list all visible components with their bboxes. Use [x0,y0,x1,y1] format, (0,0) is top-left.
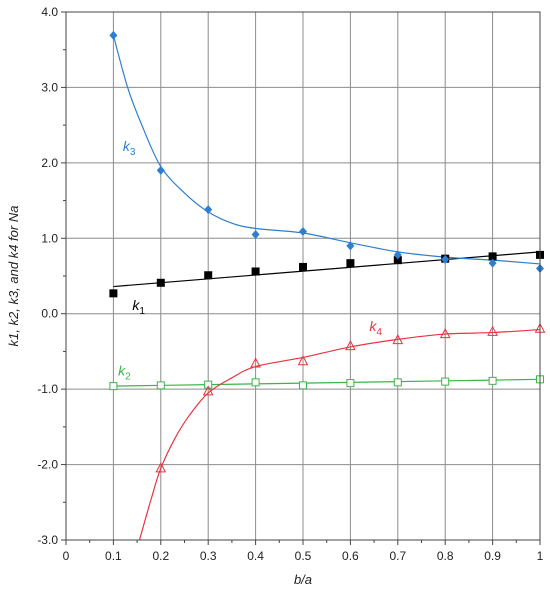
x-tick-label: 0.6 [342,549,359,563]
fit-curve-k1 [113,251,541,288]
data-point-k2 [346,379,355,388]
data-point-k2 [441,377,450,386]
x-tick-label: 0.3 [200,549,217,563]
data-point-k4 [487,325,498,336]
series-labels: k1 k2 k3 k4 [118,138,382,383]
data-point-k3 [488,258,497,268]
data-point-k4 [202,385,214,396]
data-point-k2 [251,378,260,387]
data-point-k4 [297,355,309,366]
data-point-k4 [345,340,356,351]
data-point-k3 [299,226,307,236]
x-tick-label: 0.1 [105,549,122,563]
series-label-k3: k3 [123,138,136,158]
data-point-k1 [156,278,165,287]
tick-marks [61,11,541,545]
data-point-k3 [204,205,213,215]
y-tick-label: 3.0 [41,80,58,94]
data-point-k3 [393,250,402,260]
data-point-k4 [392,334,404,345]
data-point-k1 [251,267,260,276]
y-tick-label: -1.0 [37,382,58,396]
data-point-k2 [393,378,402,387]
series-label-k1: k1 [132,297,145,317]
data-point-k2 [488,376,497,385]
data-point-k1 [393,256,402,265]
data-point-k3 [251,230,260,240]
data-point-k1 [204,271,213,280]
y-tick-label: 2.0 [41,156,58,170]
data-point-k2 [156,381,165,390]
x-tick-label: 1 [537,549,544,563]
fit-curve-k3 [112,35,541,265]
data-point-k1 [346,259,355,268]
x-tick-label: 0 [63,549,70,563]
y-tick-label: 0.0 [41,307,58,321]
y-tick-label: 4.0 [41,5,58,19]
data-markers [109,30,546,473]
data-point-k2 [204,380,213,389]
y-axis-title: k1, k2, k3, and k4 for Na [6,206,21,347]
y-tick-label: 1.0 [41,231,58,245]
data-point-k1 [109,289,118,298]
grid-lines [66,12,540,540]
data-point-k4 [250,357,261,368]
x-axis-title: b/a [294,572,312,587]
series-label-k2: k2 [118,363,131,383]
x-tick-label: 0.8 [437,549,454,563]
data-point-k4 [439,328,451,339]
y-tick-label: -3.0 [37,533,58,547]
data-point-k2 [299,381,307,390]
fit-curve-k4 [138,328,541,541]
series-label-k4: k4 [369,318,382,338]
tick-labels: 0 0.1 0.2 0.3 0.4 0.5 0.6 0.7 0.8 0.9 1 -3.0 -2.0 -1.… [37,5,543,563]
x-tick-label: 0.2 [152,549,169,563]
data-point-k4 [155,462,167,473]
data-point-k3 [109,30,118,40]
data-point-k2 [109,382,118,391]
data-point-k3 [346,241,355,251]
y-tick-label: -2.0 [37,458,58,472]
x-tick-label: 0.5 [295,549,312,563]
x-tick-label: 0.7 [389,549,406,563]
data-point-k1 [488,252,497,261]
x-tick-label: 0.4 [247,549,264,563]
data-point-k3 [156,165,165,175]
x-tick-label: 0.9 [484,549,501,563]
fit-curve-k2 [113,378,541,387]
data-point-k3 [441,254,450,264]
data-point-k1 [299,262,307,271]
